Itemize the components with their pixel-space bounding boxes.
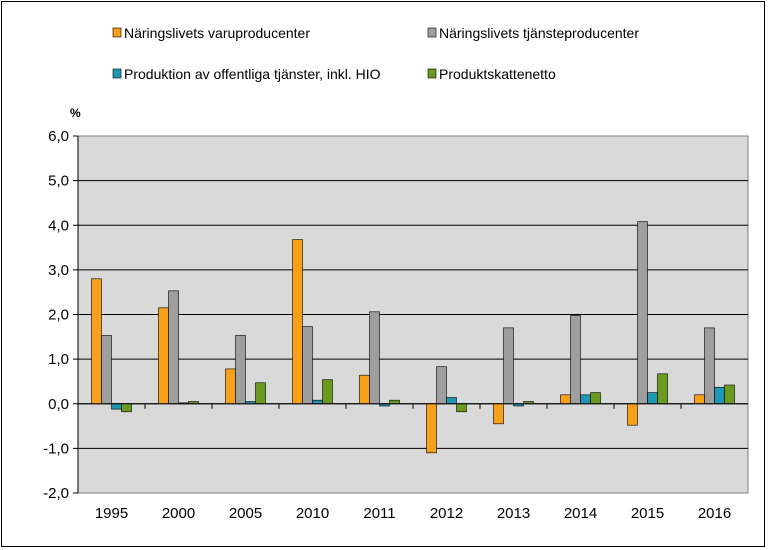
legend: Näringslivets varuproducenter Näringslive… (112, 25, 639, 82)
bar-2005-series-1 (225, 368, 236, 405)
bar-2011-series-1 (359, 374, 370, 405)
bar-2016-series-1 (694, 394, 705, 405)
bar-2011-series-4 (389, 399, 400, 405)
bar-2005-series-4 (255, 382, 266, 405)
x-tick-label: 2016 (698, 505, 731, 522)
bar-2015-series-3 (647, 392, 658, 405)
bars (91, 221, 735, 454)
bar-2000-series-1 (158, 307, 169, 405)
x-tick-label: 2010 (296, 505, 329, 522)
x-tick-label: 2005 (229, 505, 262, 522)
bar-2012-series-1 (426, 403, 437, 454)
bar-2015-series-1 (627, 403, 638, 426)
bar-2010-series-1 (292, 239, 303, 405)
bar-2014-series-1 (560, 394, 571, 405)
bar-2012-series-2 (436, 366, 447, 405)
legend-label: Produktskattenetto (439, 66, 556, 82)
bar-2012-series-3 (446, 397, 457, 405)
y-tick-label: 3,0 (48, 262, 69, 279)
bar-2013-series-2 (503, 327, 514, 405)
x-tick-label: 2015 (631, 505, 664, 522)
y-axis-unit-label: % (70, 106, 81, 120)
y-tick-label: -2,0 (43, 485, 69, 502)
x-tick-labels: 1995 2000 2005 2010 2011 2012 2013 2014 2015 2016 (95, 505, 731, 522)
legend-swatch (427, 68, 437, 79)
bar-2011-series-2 (369, 311, 380, 405)
bar-2014-series-3 (580, 394, 591, 405)
bar-1995-series-3 (111, 403, 122, 410)
x-tick-label: 2014 (564, 505, 597, 522)
legend-swatch (112, 68, 122, 79)
y-tick-label: -1,0 (43, 440, 69, 457)
axes (73, 135, 748, 494)
bar-1995-series-4 (121, 403, 132, 413)
x-tick-label: 2000 (162, 505, 195, 522)
y-tick-labels: 6,0 5,0 4,0 3,0 2,0 1,0 0,0 -1,0 -2,0 (43, 128, 69, 502)
y-tick-label: 0,0 (48, 396, 69, 413)
bar-1995-series-1 (91, 278, 102, 405)
x-tick-label: 1995 (95, 505, 128, 522)
bar-2010-series-3 (312, 399, 323, 405)
bar-2013-series-1 (493, 403, 504, 425)
bar-2015-series-4 (657, 373, 668, 405)
bar-2016-series-2 (704, 327, 715, 405)
legend-label: Näringslivets tjänsteproducenter (439, 25, 639, 41)
bar-2012-series-4 (456, 403, 467, 413)
x-tick-label: 2013 (497, 505, 530, 522)
y-tick-label: 6,0 (48, 128, 69, 145)
bar-2016-series-4 (724, 384, 735, 405)
bar-2015-series-2 (637, 221, 648, 405)
x-tick-label: 2012 (430, 505, 463, 522)
legend-label: Näringslivets varuproducenter (124, 25, 310, 41)
y-tick-label: 5,0 (48, 173, 69, 190)
bar-2014-series-2 (570, 315, 581, 405)
bar-2010-series-2 (302, 326, 313, 405)
bar-2005-series-2 (235, 335, 246, 405)
x-tick-label: 2011 (363, 505, 395, 522)
legend-label: Produktion av offentliga tjänster, inkl.… (124, 66, 381, 82)
legend-swatch (427, 27, 437, 38)
y-tick-label: 4,0 (48, 217, 69, 234)
bar-2000-series-2 (168, 290, 179, 405)
y-tick-label: 1,0 (48, 351, 69, 368)
bar-2014-series-4 (590, 392, 601, 405)
bar-1995-series-2 (101, 335, 112, 405)
y-tick-label: 2,0 (48, 307, 69, 324)
legend-swatch (112, 27, 122, 38)
bar-2010-series-4 (322, 379, 333, 405)
bar-2016-series-3 (714, 386, 725, 405)
